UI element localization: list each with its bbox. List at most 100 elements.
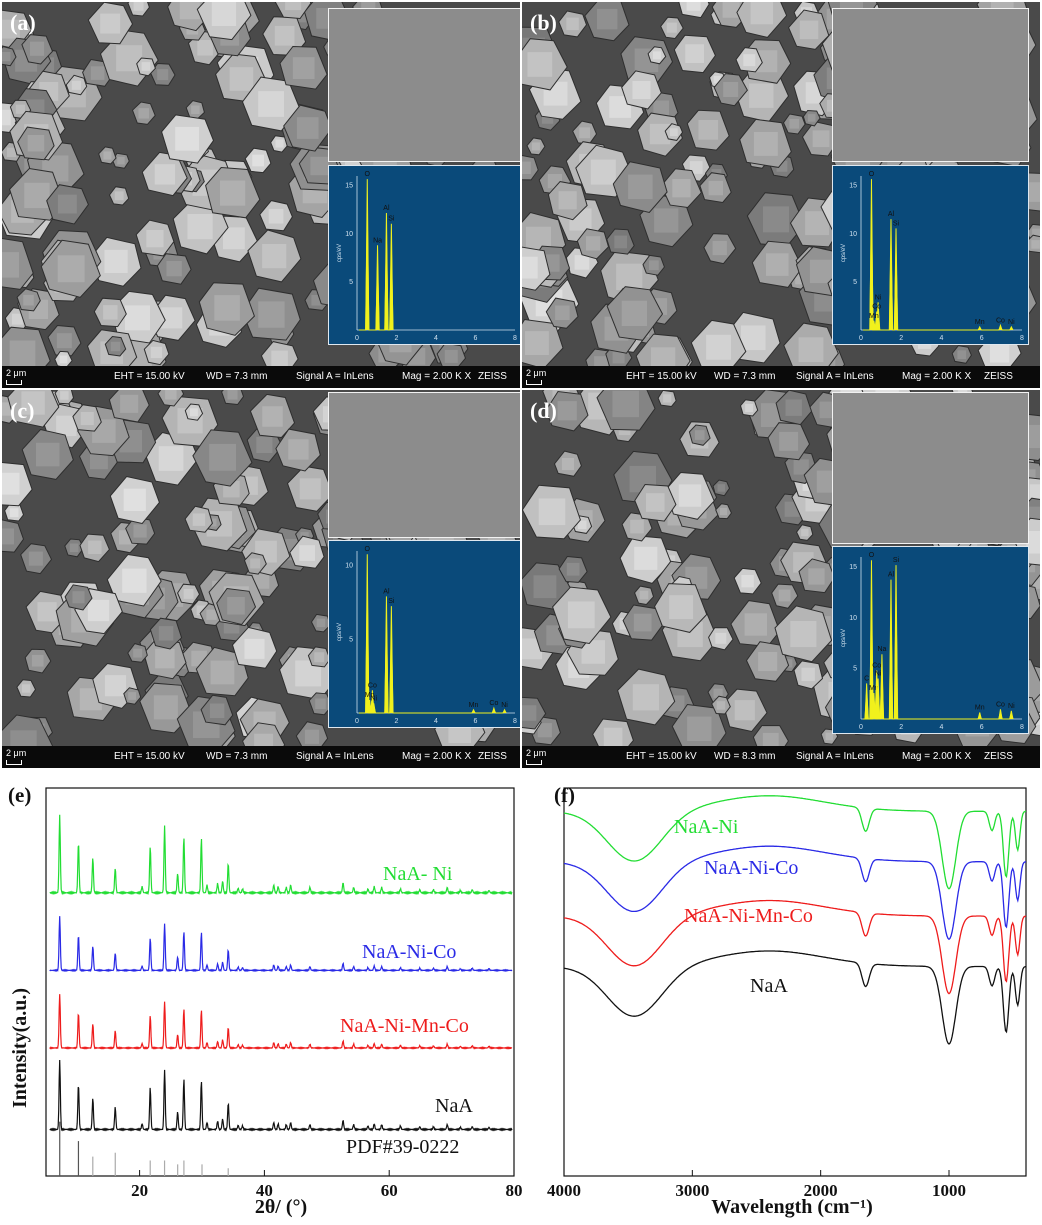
crystal-face (196, 605, 207, 616)
eds-peak-label: O (365, 171, 371, 178)
crystal-face (166, 261, 182, 277)
crystal-face (315, 698, 326, 709)
xrd-x-axis-label: 2θ/ (°) (255, 1196, 307, 1218)
crystal-face (90, 451, 108, 470)
crystal-face (304, 729, 320, 744)
crystal-face (717, 484, 725, 492)
wd-readout: WD = 8.3 mm (714, 751, 776, 762)
ftir-x-tick-label: 4000 (547, 1181, 581, 1200)
scale-bar-label: 2 μm (526, 368, 547, 378)
scale-bar (6, 760, 22, 765)
eds-peak (1009, 326, 1014, 330)
crystal-face (72, 591, 85, 604)
ftir-series-line (563, 950, 1027, 1045)
panel-label-b: (b) (530, 10, 557, 35)
eds-peak-label: Ni (1008, 319, 1015, 326)
zeiss-label: ZEISS (478, 751, 507, 762)
eds-x-tick: 4 (940, 724, 944, 731)
crystal-face (685, 44, 704, 63)
crystal-face (57, 194, 77, 214)
crystal-face (1031, 240, 1040, 249)
eds-peak (869, 179, 874, 330)
eds-peak-label: Mn (975, 319, 985, 326)
crystal-face (192, 513, 206, 526)
eds-x-tick: 2 (395, 718, 399, 725)
crystal-face (723, 82, 739, 97)
ftir-series-label: NaA-Ni (674, 816, 739, 838)
crystal-face (801, 667, 815, 682)
crystal-face (258, 301, 285, 328)
crystal-face (789, 118, 800, 129)
crystal-face (577, 520, 587, 530)
ftir-x-tick-label: 3000 (675, 1181, 709, 1200)
sem-info-bar-d: 2 μm EHT = 15.00 kV WD = 8.3 mm Signal A… (522, 746, 1040, 768)
crystal-face (957, 350, 967, 359)
crystal-face (2, 472, 20, 495)
crystal-face (799, 20, 819, 40)
crystal-face (616, 263, 643, 290)
crystal-face (28, 551, 43, 566)
crystal-face (779, 431, 799, 451)
eds-peak (888, 219, 894, 330)
xrd-x-tick-label: 80 (506, 1181, 523, 1200)
eds-x-tick: 8 (1020, 335, 1024, 342)
eds-peak-label: Al (383, 205, 390, 212)
eds-x-tick: 0 (355, 718, 359, 725)
eds-peak (893, 565, 899, 719)
eds-peak-label: O (869, 171, 875, 178)
xrd-y-axis-label: Intensity(a.u.) (9, 988, 31, 1108)
crystal (274, 2, 312, 20)
crystal-face (586, 236, 601, 251)
sem-panel-a: cps/eV 5 10 15 0 2 4 6 8 O Na Al Si (a) 2 μm EHT = 1… (2, 2, 520, 388)
crystal-face (713, 688, 723, 698)
crystal-face (31, 654, 44, 667)
eds-peak-label: Si (893, 220, 900, 227)
crystal-face (227, 597, 245, 615)
scale-bar-label: 2 μm (526, 748, 547, 758)
eds-peak (864, 683, 869, 719)
eds-y-tick: 5 (349, 636, 353, 643)
crystal-face (669, 128, 678, 137)
eds-y-tick: 5 (853, 665, 857, 672)
eds-peak-label: Co (872, 662, 881, 669)
eds-x-tick: 2 (899, 335, 903, 342)
crystal-face (812, 130, 830, 148)
scale-bar-label: 2 μm (6, 748, 27, 758)
eds-peak-label: O (869, 552, 875, 559)
wd-readout: WD = 7.3 mm (714, 371, 776, 382)
crystal-face (590, 159, 616, 185)
crystal-face (612, 390, 639, 418)
crystal-face (1032, 228, 1040, 237)
eds-x-tick: 0 (859, 335, 863, 342)
eds-plot-a: cps/eV 5 10 15 0 2 4 6 8 O Na Al Si (337, 171, 517, 342)
eds-y-tick: 15 (849, 564, 857, 571)
eds-x-tick: 2 (899, 724, 903, 731)
crystal-face (621, 300, 647, 326)
crystal-face (2, 528, 14, 545)
crystal-face (104, 249, 128, 273)
xrd-series-label: NaA- Ni (383, 863, 453, 885)
crystal-face (100, 13, 121, 34)
sem-info-bar-c: 2 μm EHT = 15.00 kV WD = 7.3 mm Signal A… (2, 746, 520, 768)
eds-peak-label: Mn (869, 685, 879, 692)
crystal-face (753, 132, 778, 156)
crystal-face (741, 575, 754, 588)
crystal-face (220, 180, 246, 206)
crystal-face (11, 313, 23, 325)
eds-y-label: cps/eV (841, 629, 847, 647)
signal-readout: Signal A = InLens (796, 371, 874, 382)
crystal-face (104, 675, 127, 697)
crystal-face (790, 621, 817, 648)
crystal-face (154, 164, 176, 185)
crystal-face (541, 112, 554, 124)
crystal-face (268, 208, 284, 224)
wd-readout: WD = 7.3 mm (206, 371, 268, 382)
crystal-face (678, 484, 702, 507)
crystal-face (654, 208, 679, 233)
crystal-face (630, 519, 644, 534)
sem-inset-a (328, 8, 520, 162)
xrd-series-label: NaA-Ni-Co (362, 941, 456, 963)
